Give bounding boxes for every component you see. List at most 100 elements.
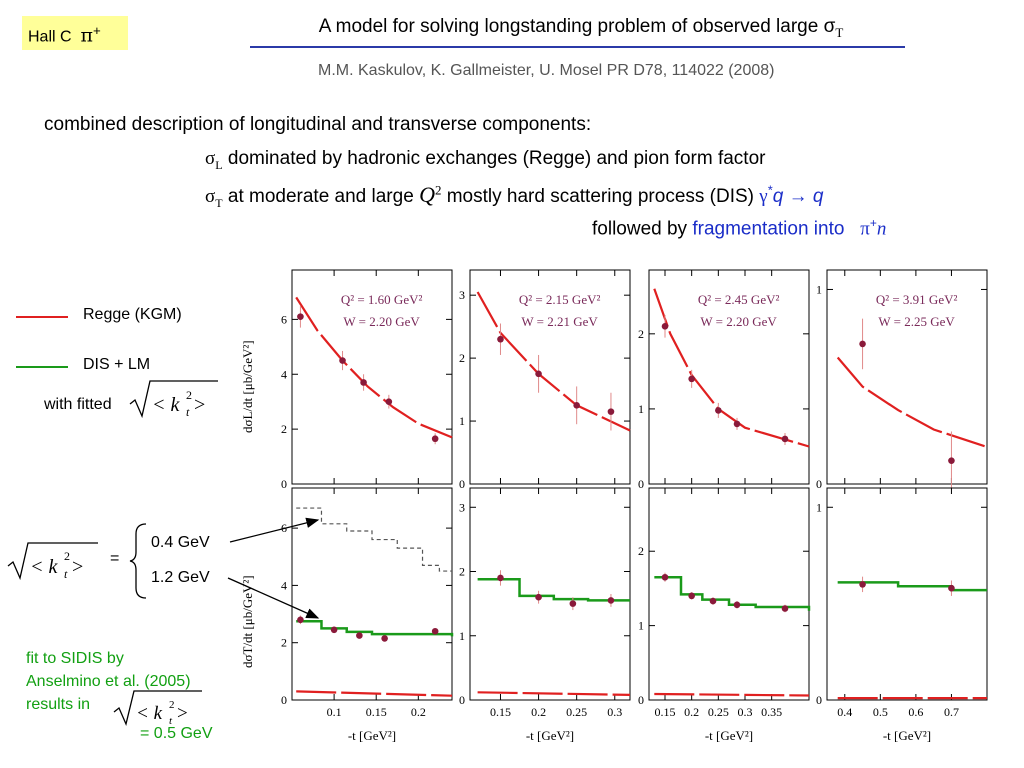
xtick-label-t4: 0.7	[944, 705, 959, 719]
with-fitted-label: with fitted	[44, 396, 112, 413]
sidis-note-line2: Anselmino et al. (2005)	[26, 673, 191, 690]
data-point-t1	[356, 632, 363, 639]
ytick-label-t3: 0	[638, 693, 644, 707]
data-point-l3	[733, 420, 741, 428]
regge-curve-t3	[654, 692, 810, 697]
kt-option-12: 1.2 GeV	[151, 569, 210, 586]
hall-c-label: Hall C π+	[28, 23, 101, 47]
ytick-label-t2: 3	[459, 500, 465, 514]
data-point-l3	[688, 375, 695, 383]
data-point-t2	[535, 593, 542, 601]
xtick-label-t3: 0.25	[708, 705, 729, 719]
regge-legend-swatch	[16, 316, 68, 318]
ytick-label-l2: 3	[459, 288, 465, 302]
panel-annotation-l1: W = 2.20 GeV	[343, 314, 420, 329]
ytick-label-t1: 2	[281, 636, 287, 650]
svg-text:< k: < k	[136, 703, 163, 724]
equals-sign: =	[110, 550, 120, 567]
arrow-to-dashed	[229, 517, 320, 543]
data-point-t2	[607, 597, 615, 604]
y-axis-label-bottom: dσT/dt [μb/GeV²]	[240, 575, 255, 668]
x-axis-label-t2: -t [GeV²]	[526, 728, 574, 743]
ytick-label-t1: 0	[281, 693, 287, 707]
data-point-l3	[781, 435, 789, 443]
panel-frame-t2	[469, 487, 631, 701]
xtick-label-t1: 0.1	[327, 705, 342, 719]
xtick-label-t2: 0.2	[531, 705, 546, 719]
sigma-t-line: σT at moderate and large Q2 mostly hard …	[205, 182, 824, 210]
panel-frame-t3	[648, 487, 810, 701]
ytick-label-t2: 0	[459, 693, 465, 707]
y-axis-label-top: dσL/dt [μb/GeV²]	[240, 340, 255, 433]
dis-steps-t4	[837, 581, 987, 592]
x-axis-label-t3: -t [GeV²]	[705, 728, 753, 743]
svg-text:>: >	[177, 703, 188, 724]
ytick-label-l3: 2	[638, 327, 644, 341]
data-point-t3	[661, 573, 669, 581]
fragmentation-line: followed by fragmentation into π+n	[592, 216, 887, 240]
regge-curve-t1	[296, 690, 453, 697]
panel-annotation-l4: W = 2.25 GeV	[878, 314, 955, 329]
panel-annotation-l1: Q² = 1.60 GeV²	[341, 292, 423, 307]
panel-frame-l2	[469, 269, 631, 485]
xtick-label-t2: 0.15	[490, 705, 511, 719]
hall-c-badge: Hall C π+	[22, 16, 128, 50]
ytick-label-l1: 0	[281, 477, 287, 491]
ytick-label-l3: 1	[638, 402, 644, 416]
xtick-label-t4: 0.6	[908, 705, 923, 719]
sidis-note-value: = 0.5 GeV	[140, 725, 213, 742]
ytick-label-l1: 4	[281, 367, 287, 381]
xtick-label-t2: 0.3	[607, 705, 622, 719]
data-point-t4	[859, 581, 866, 588]
xtick-label-t1: 0.15	[366, 705, 387, 719]
data-point-t4	[948, 584, 955, 592]
dis-legend-swatch	[16, 366, 68, 368]
ytick-label-l2: 1	[459, 414, 465, 428]
ytick-label-l2: 2	[459, 351, 465, 365]
data-point-t3	[733, 601, 741, 609]
data-point-t3	[781, 605, 789, 612]
x-axis-label-t1: -t [GeV²]	[348, 728, 396, 743]
ytick-label-l4: 1	[816, 282, 822, 296]
xtick-label-t1: 0.2	[411, 705, 426, 719]
ytick-label-t4: 1	[816, 500, 822, 514]
regge-curve-l4	[836, 356, 988, 449]
regge-curve-l2	[476, 291, 631, 432]
panel-frame-t1	[291, 487, 453, 701]
sidis-note-line3: results in	[26, 696, 91, 713]
slide-title: A model for solving longstanding problem…	[318, 16, 844, 40]
panel-annotation-l2: W = 2.21 GeV	[521, 314, 598, 329]
data-point-l1	[339, 357, 346, 364]
sidis-note-line1: fit to SIDIS by	[26, 650, 124, 667]
data-point-l1	[431, 435, 439, 443]
data-point-l4	[948, 457, 955, 464]
svg-text:< k: < k	[30, 556, 58, 578]
data-point-l3	[715, 407, 722, 414]
panel-annotation-l4: Q² = 3.91 GeV²	[876, 292, 958, 307]
xtick-label-t4: 0.5	[873, 705, 888, 719]
dashed-steps-t1	[296, 507, 452, 572]
data-point-l2	[573, 402, 580, 409]
panel-frame-l1	[291, 269, 453, 485]
kt-expression-main: < k t 2 >	[7, 542, 98, 581]
svg-text:< k: < k	[152, 394, 180, 416]
data-point-l1	[297, 313, 304, 320]
panel-annotation-l3: W = 2.20 GeV	[700, 314, 777, 329]
dis-legend-label: DIS + LM	[83, 356, 151, 373]
svg-text:>: >	[194, 394, 205, 416]
intro-line: combined description of longitudinal and…	[44, 114, 592, 135]
curly-brace	[129, 523, 147, 599]
title-underline	[250, 46, 905, 48]
kt-expression-sidis: < k t 2 >	[113, 690, 202, 727]
data-point-l1	[385, 398, 393, 405]
svg-text:>: >	[72, 556, 83, 578]
regge-curve-l1	[295, 296, 453, 439]
panel-frame-l4	[826, 269, 988, 485]
data-point-t3	[709, 597, 717, 605]
ytick-label-t4: 0	[816, 693, 822, 707]
ytick-label-l1: 6	[281, 312, 287, 326]
ytick-label-t2: 2	[459, 565, 465, 579]
panel-frame-l3	[648, 269, 810, 485]
data-point-t2	[569, 600, 577, 607]
dis-steps-t1	[296, 619, 454, 637]
